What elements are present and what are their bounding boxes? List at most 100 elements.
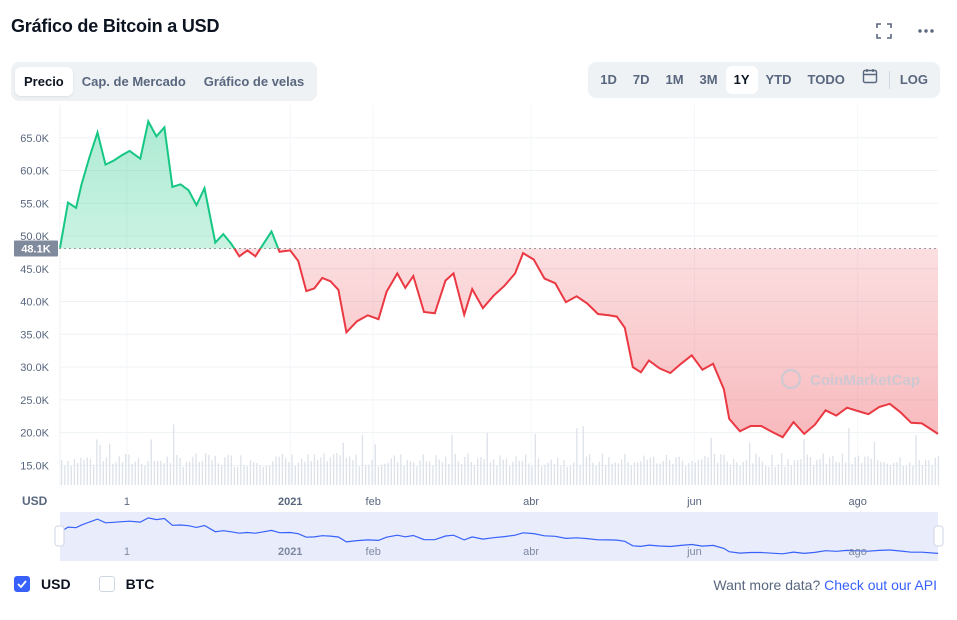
volume-bar: [173, 424, 175, 485]
range-3m[interactable]: 3M: [699, 72, 718, 87]
volume-bar: [720, 454, 722, 485]
price-line-up: [59, 118, 280, 249]
volume-bar: [816, 459, 818, 485]
volume-bar: [230, 455, 232, 485]
calendar-button[interactable]: [853, 66, 887, 94]
api-link[interactable]: Check out our API: [824, 577, 937, 593]
volume-bar: [534, 433, 536, 485]
api-promo: Want more data? Check out our API: [713, 577, 937, 593]
volume-bar: [310, 461, 312, 485]
range-all[interactable]: TODO: [807, 72, 845, 87]
volume-bar: [317, 460, 319, 485]
volume-bar: [281, 454, 284, 485]
range-navigator: 1 2021 feb abr jun ago: [54, 512, 944, 561]
volume-bar: [144, 465, 146, 485]
volume-bar: [67, 460, 69, 485]
volume-bar: [125, 454, 127, 485]
volume-bar: [307, 454, 309, 485]
volume-bar: [297, 462, 300, 485]
range-ytd[interactable]: YTD: [765, 72, 792, 87]
volume-bar: [835, 461, 837, 485]
volume-bar: [601, 453, 604, 485]
volume-bar: [275, 456, 277, 485]
volume-bar: [499, 455, 501, 485]
volume-bar: [227, 454, 229, 485]
volume-bar: [576, 428, 578, 485]
volume-bar: [134, 461, 136, 485]
navigator-tick-label: abr: [523, 546, 539, 558]
volume-bar: [358, 466, 360, 485]
volume-bar: [141, 463, 143, 485]
volume-bar: [701, 459, 703, 485]
volume-bar: [729, 464, 732, 485]
volume-bar: [717, 462, 719, 485]
volume-bar: [803, 439, 805, 485]
range-1d[interactable]: 1D: [600, 72, 617, 87]
volume-bar: [342, 442, 344, 485]
btc-checkbox[interactable]: [98, 576, 115, 592]
volume-bar: [269, 465, 271, 485]
fullscreen-icon[interactable]: [875, 22, 893, 40]
range-1m[interactable]: 1M: [665, 72, 684, 87]
volume-bar: [742, 461, 744, 485]
volume-bar: [493, 459, 495, 485]
volume-bar: [64, 465, 66, 485]
volume-bar: [477, 458, 479, 485]
volume-bar: [781, 453, 783, 485]
volume-bar: [749, 442, 751, 485]
volume-bar: [240, 455, 242, 485]
volume-bar: [486, 432, 488, 485]
usd-checkbox[interactable]: [14, 576, 30, 592]
volume-bar: [873, 441, 876, 485]
volume-bar: [566, 466, 568, 485]
volume-bar: [339, 455, 341, 485]
volume-bar: [121, 462, 124, 485]
volume-bar: [461, 464, 463, 485]
volume-bar: [214, 455, 216, 485]
more-options-icon[interactable]: [917, 22, 935, 40]
tab-market-cap[interactable]: Cap. de Mercado: [81, 74, 186, 89]
volume-bar: [921, 465, 924, 485]
volume-bar: [544, 464, 546, 485]
volume-bar: [349, 456, 351, 485]
volume-bar: [467, 453, 469, 485]
volume-bar: [553, 464, 556, 485]
tab-price[interactable]: Precio: [15, 67, 73, 96]
currency-legend: USD BTC: [14, 576, 154, 592]
legend-btc[interactable]: BTC: [98, 576, 154, 592]
volume-bar: [547, 462, 549, 485]
volume-bar: [425, 461, 428, 485]
tab-candles[interactable]: Gráfico de velas: [203, 74, 305, 89]
volume-bar: [896, 462, 898, 485]
volume-bar: [397, 462, 399, 485]
volume-bar: [646, 459, 648, 485]
volume-bar: [80, 457, 82, 485]
volume-bar: [525, 454, 527, 485]
range-7d[interactable]: 7D: [632, 72, 650, 87]
volume-bar: [409, 461, 412, 485]
volume-bar: [678, 456, 680, 485]
volume-bar: [704, 456, 706, 485]
navigator-tick-label: 2021: [278, 546, 302, 558]
volume-bar: [61, 460, 63, 485]
volume-bar: [413, 462, 415, 485]
legend-usd[interactable]: USD: [14, 576, 71, 592]
volume-bar: [877, 460, 879, 485]
volume-bar: [336, 453, 338, 485]
volume-bar: [77, 463, 79, 485]
volume-bar: [150, 439, 152, 485]
volume-bar: [563, 460, 565, 485]
volume-bar: [489, 462, 492, 485]
volume-bar: [109, 443, 111, 485]
price-chart[interactable]: 15.0K 20.0K 25.0K 30.0K 35.0K 40.0K 45.0K 50.0K…: [0, 105, 957, 565]
volume-bar: [326, 461, 328, 485]
log-toggle[interactable]: LOG: [899, 72, 928, 87]
volume-bar: [569, 465, 572, 485]
range-1y[interactable]: 1Y: [725, 66, 758, 94]
volume-bar: [195, 453, 197, 485]
volume-bar: [633, 462, 636, 485]
volume-bar: [595, 466, 597, 485]
volume-bar: [640, 461, 642, 485]
volume-bar: [662, 461, 664, 485]
volume-bar: [739, 465, 741, 485]
